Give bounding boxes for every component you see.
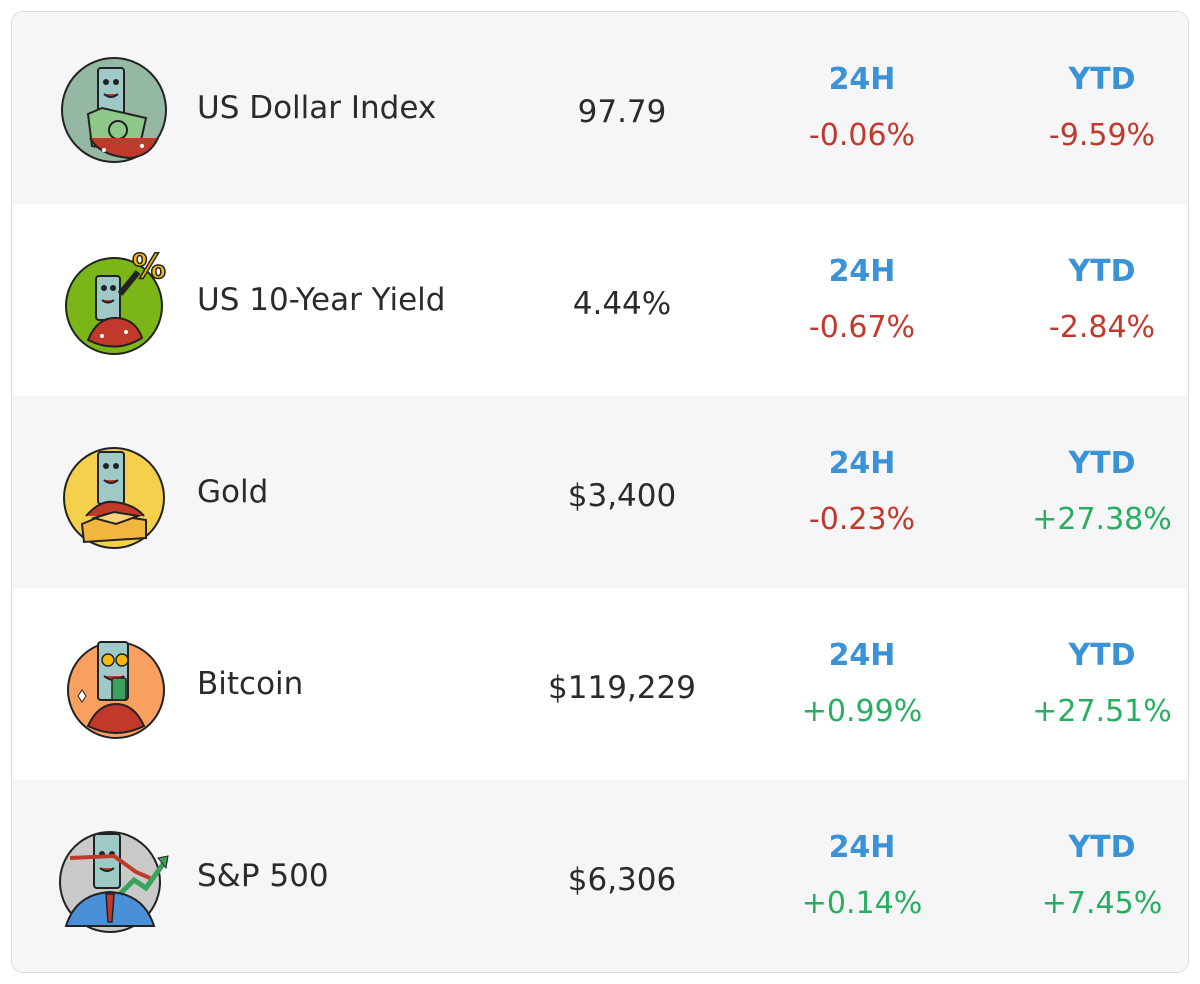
market-summary-card: US Dollar Index 97.79 24H -0.06% YTD -9.… (11, 11, 1189, 973)
change-ytd-label: YTD (1068, 254, 1136, 289)
percent-character-icon: % (54, 242, 174, 362)
change-24h-value: -0.23% (808, 502, 916, 537)
asset-price: 97.79 (577, 94, 667, 130)
asset-price: $119,229 (548, 670, 696, 706)
asset-row-gold[interactable]: Gold $3,400 24H -0.23% YTD +27.38% (12, 396, 1188, 588)
change-ytd-value: -2.84% (1048, 310, 1156, 345)
asset-name: Gold (197, 474, 269, 510)
change-24h-value: +0.14% (801, 886, 923, 921)
asset-price: $6,306 (567, 862, 677, 898)
change-ytd-label: YTD (1068, 830, 1136, 865)
change-ytd-value: +27.38% (1032, 502, 1172, 537)
gold-bars-character-icon (54, 434, 174, 554)
change-ytd-value: +27.51% (1032, 694, 1172, 729)
change-ytd-value: -9.59% (1048, 118, 1156, 153)
change-24h-label: 24H (828, 446, 896, 481)
asset-name: US 10-Year Yield (197, 282, 446, 318)
change-ytd-label: YTD (1068, 638, 1136, 673)
change-ytd-value: +7.45% (1041, 886, 1163, 921)
change-24h-label: 24H (828, 62, 896, 97)
change-24h-label: 24H (828, 254, 896, 289)
asset-name: Bitcoin (197, 666, 304, 702)
asset-row-sp-500[interactable]: S&P 500 $6,306 24H +0.14% YTD +7.45% (12, 780, 1188, 972)
asset-row-bitcoin[interactable]: Bitcoin $119,229 24H +0.99% YTD +27.51% (12, 588, 1188, 780)
asset-price: 4.44% (572, 286, 672, 322)
change-24h-value: +0.99% (801, 694, 923, 729)
change-24h-value: -0.06% (808, 118, 916, 153)
change-24h-value: -0.67% (808, 310, 916, 345)
asset-price: $3,400 (567, 478, 677, 514)
change-ytd-label: YTD (1068, 62, 1136, 97)
change-ytd-label: YTD (1068, 446, 1136, 481)
stock-chart-character-icon (54, 818, 174, 938)
change-24h-label: 24H (828, 638, 896, 673)
svg-text:%: % (132, 247, 166, 287)
asset-name: US Dollar Index (197, 90, 437, 126)
dollar-character-icon (54, 50, 174, 170)
change-24h-label: 24H (828, 830, 896, 865)
asset-name: S&P 500 (197, 858, 329, 894)
asset-row-us-dollar-index[interactable]: US Dollar Index 97.79 24H -0.06% YTD -9.… (12, 12, 1188, 204)
bitcoin-character-icon (54, 626, 174, 746)
asset-row-us-10-year-yield[interactable]: % US 10-Year Yield 4.44% 24H -0.67% YTD … (12, 204, 1188, 396)
